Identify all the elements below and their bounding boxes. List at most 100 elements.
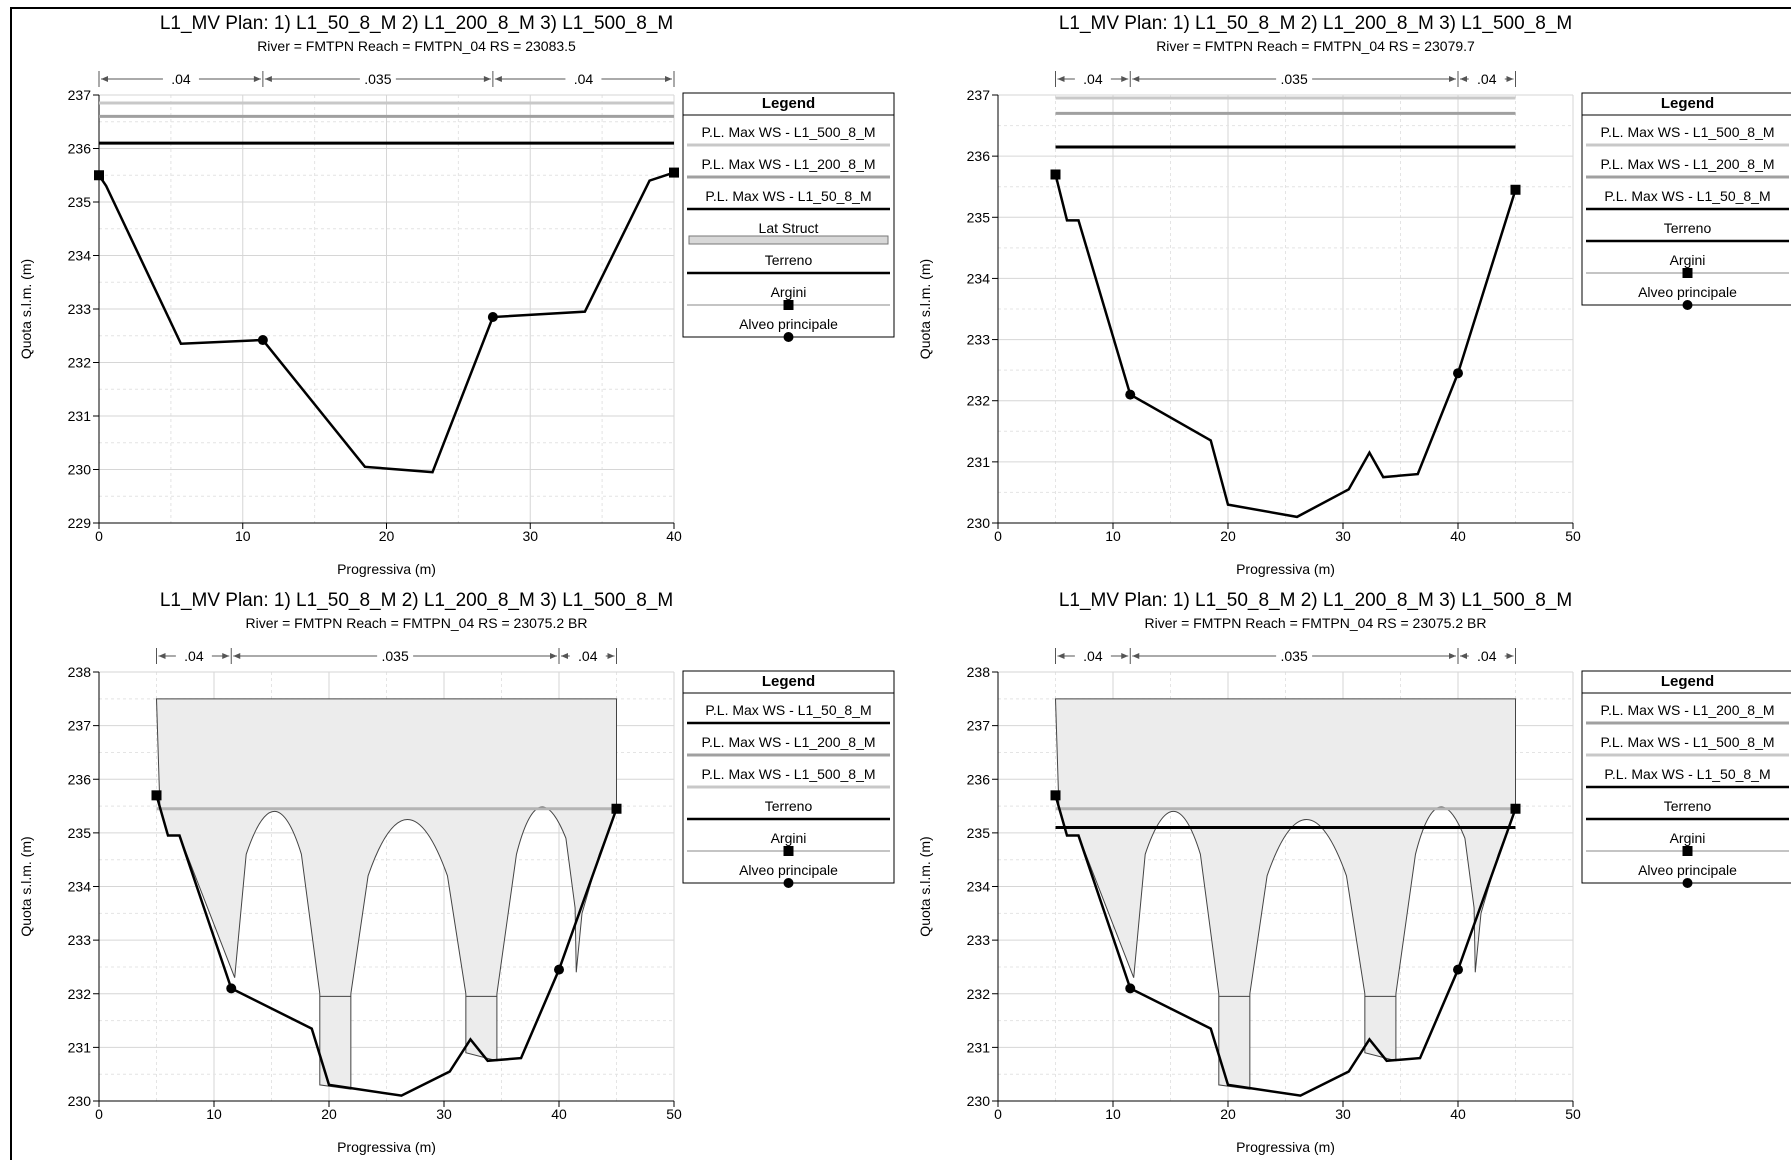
- n-value-label: .04: [1083, 71, 1103, 87]
- chart-title: L1_MV Plan: 1) L1_50_8_M 2) L1_200_8_M 3…: [1059, 590, 1572, 611]
- y-tick-label: 236: [967, 148, 991, 164]
- n-value-arrow: [1121, 653, 1129, 659]
- y-axis-label: Quota s.l.m. (m): [917, 836, 933, 936]
- n-value-arrow: [158, 653, 166, 659]
- chart-subtitle: River = FMTPN Reach = FMTPN_04 RS = 2307…: [1156, 38, 1475, 54]
- ground-line: [1054, 174, 1517, 519]
- legend-entry-label: P.L. Max WS - L1_500_8_M: [701, 124, 875, 140]
- x-axis-label: Progressiva (m): [337, 1139, 436, 1155]
- y-axis-label: Quota s.l.m. (m): [917, 259, 933, 359]
- n-value-arrow: [233, 653, 241, 659]
- y-axis-label: Quota s.l.m. (m): [18, 836, 34, 936]
- n-value-arrow: [1506, 653, 1514, 659]
- chart-panel-3: L1_MV Plan: 1) L1_50_8_M 2) L1_200_8_M 3…: [18, 590, 682, 1155]
- n-value-arrow: [1449, 76, 1456, 82]
- x-tick-label: 0: [994, 528, 1002, 544]
- chart-panel-4: L1_MV Plan: 1) L1_50_8_M 2) L1_200_8_M 3…: [917, 590, 1581, 1155]
- n-value-label: .035: [1281, 71, 1308, 87]
- chart-title: L1_MV Plan: 1) L1_50_8_M 2) L1_200_8_M 3…: [1059, 13, 1572, 34]
- legend-4: Legend P.L. Max WS - L1_200_8_M P.L. Max W…: [1581, 670, 1791, 888]
- n-value-label: .04: [1083, 648, 1103, 664]
- n-value-label: .04: [578, 648, 598, 664]
- n-value-label: .035: [1281, 648, 1308, 664]
- n-value-arrow: [222, 653, 230, 659]
- n-value-arrow: [1132, 76, 1140, 82]
- y-tick-label: 238: [967, 664, 991, 680]
- levee-marker: [1050, 169, 1061, 180]
- y-tick-label: 233: [68, 301, 92, 317]
- legend-3: Legend P.L. Max WS - L1_50_8_M P.L. Max WS…: [682, 670, 895, 888]
- x-tick-label: 30: [1335, 1106, 1351, 1122]
- y-tick-label: 230: [967, 515, 991, 531]
- n-value-label: .035: [382, 648, 409, 664]
- chart-subtitle: River = FMTPN Reach = FMTPN_04 RS = 2307…: [246, 615, 588, 631]
- bank-station-marker: [1453, 368, 1463, 379]
- x-tick-label: 0: [95, 528, 103, 544]
- y-tick-label: 237: [967, 718, 991, 734]
- ground-line: [97, 171, 675, 474]
- legend-entry-label: Argini: [1670, 252, 1706, 268]
- y-tick-label: 234: [967, 879, 991, 895]
- n-value-arrow: [550, 653, 557, 659]
- legend-title: Legend: [1661, 673, 1714, 690]
- y-tick-label: 237: [967, 87, 991, 103]
- legend-entry-label: P.L. Max WS - L1_500_8_M: [1600, 124, 1774, 140]
- n-value-label: .04: [574, 71, 594, 87]
- y-tick-label: 231: [68, 408, 92, 424]
- x-tick-label: 30: [436, 1106, 452, 1122]
- x-tick-label: 40: [1450, 1106, 1466, 1122]
- levee-marker: [669, 167, 679, 178]
- y-tick-label: 235: [68, 825, 92, 841]
- n-value-arrow: [607, 653, 615, 659]
- x-tick-label: 0: [994, 1106, 1002, 1122]
- x-tick-label: 20: [1220, 528, 1236, 544]
- x-tick-label: 40: [1450, 528, 1466, 544]
- legend-symbol: [1682, 846, 1693, 856]
- y-tick-label: 235: [967, 209, 991, 225]
- y-tick-label: 235: [68, 194, 92, 210]
- x-tick-label: 40: [666, 528, 682, 544]
- n-value-arrow: [1506, 76, 1514, 82]
- legend-symbol: [688, 235, 889, 245]
- n-value-arrow: [264, 76, 272, 82]
- bridge-deck: [155, 698, 617, 1090]
- chart-title: L1_MV Plan: 1) L1_50_8_M 2) L1_200_8_M 3…: [160, 590, 673, 611]
- legend-entry-label: Alveo principale: [1638, 862, 1737, 878]
- x-tick-label: 10: [206, 1106, 222, 1122]
- y-tick-label: 232: [68, 986, 92, 1002]
- x-tick-label: 50: [1565, 1106, 1581, 1122]
- legend-symbol: [783, 878, 794, 888]
- y-tick-label: 234: [967, 270, 991, 286]
- legend-entry-label: P.L. Max WS - L1_50_8_M: [1604, 766, 1770, 782]
- bank-station-marker: [487, 312, 498, 323]
- n-value-arrow: [101, 76, 108, 82]
- y-tick-label: 237: [68, 718, 92, 734]
- y-tick-label: 236: [68, 141, 92, 157]
- n-value-arrow: [1057, 653, 1065, 659]
- y-tick-label: 231: [967, 1039, 991, 1055]
- levee-marker: [1510, 184, 1521, 195]
- y-tick-label: 230: [68, 462, 92, 478]
- n-value-arrow: [1449, 653, 1456, 659]
- x-tick-label: 10: [1105, 528, 1121, 544]
- legend-entry-label: P.L. Max WS - L1_50_8_M: [1604, 188, 1770, 204]
- levee-marker: [94, 170, 104, 181]
- legend-entry-label: Lat Struct: [759, 220, 819, 236]
- legend-symbol: [783, 846, 794, 856]
- legend-entry-label: Alveo principale: [739, 316, 838, 332]
- levee-marker: [611, 803, 622, 814]
- levee-marker: [1050, 790, 1061, 801]
- x-tick-label: 20: [1220, 1106, 1236, 1122]
- legend-title: Legend: [1661, 95, 1714, 112]
- legend-entry-label: P.L. Max WS - L1_50_8_M: [705, 188, 871, 204]
- y-tick-label: 233: [68, 932, 92, 948]
- bank-station-marker: [1125, 983, 1136, 994]
- x-tick-label: 50: [1565, 528, 1581, 544]
- bank-station-marker: [1453, 964, 1463, 975]
- x-axis-label: Progressiva (m): [337, 561, 436, 577]
- bridge-deck: [1054, 698, 1516, 1090]
- n-value-label: .04: [184, 648, 204, 664]
- x-tick-label: 50: [666, 1106, 682, 1122]
- legend-entry-label: Terreno: [1664, 798, 1712, 814]
